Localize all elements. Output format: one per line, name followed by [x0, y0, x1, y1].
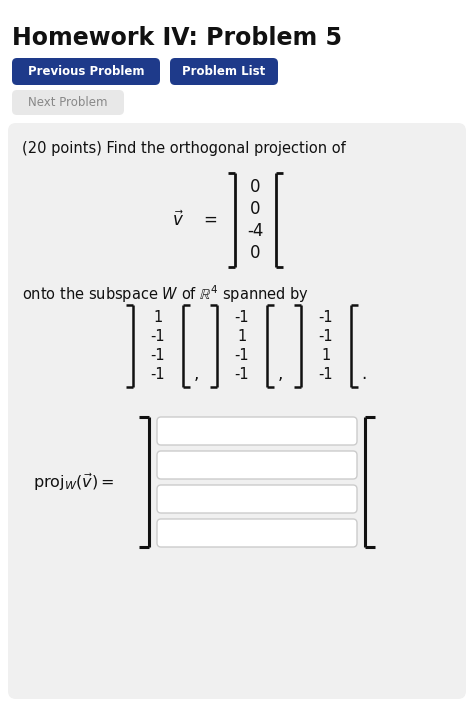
Text: Homework IV: Problem 5: Homework IV: Problem 5 [12, 26, 342, 50]
Text: -1: -1 [319, 367, 333, 382]
Text: 1: 1 [321, 348, 331, 363]
FancyBboxPatch shape [8, 123, 466, 699]
Text: 1: 1 [237, 329, 246, 344]
Text: 0: 0 [250, 178, 261, 196]
Text: -1: -1 [319, 329, 333, 344]
FancyBboxPatch shape [157, 417, 357, 445]
FancyBboxPatch shape [157, 451, 357, 479]
Text: onto the subspace $W$ of $\mathbb{R}^4$ spanned by: onto the subspace $W$ of $\mathbb{R}^4$ … [22, 283, 309, 305]
Text: -1: -1 [235, 348, 249, 363]
Text: ,: , [194, 365, 200, 383]
Text: .: . [361, 365, 366, 383]
FancyBboxPatch shape [157, 485, 357, 513]
Text: =: = [203, 211, 217, 229]
FancyBboxPatch shape [170, 58, 278, 85]
Text: -1: -1 [151, 329, 165, 344]
Text: 0: 0 [250, 244, 261, 262]
Text: (20 points) Find the orthogonal projection of: (20 points) Find the orthogonal projecti… [22, 141, 346, 156]
Text: ,: , [278, 365, 283, 383]
Text: -4: -4 [247, 222, 264, 240]
Text: 0: 0 [250, 200, 261, 218]
Text: -1: -1 [151, 348, 165, 363]
Text: Next Problem: Next Problem [28, 96, 108, 109]
Text: Previous Problem: Previous Problem [28, 65, 144, 78]
FancyBboxPatch shape [12, 90, 124, 115]
FancyBboxPatch shape [157, 519, 357, 547]
Text: -1: -1 [235, 367, 249, 382]
Text: $\mathrm{proj}_W(\vec{v}) =$: $\mathrm{proj}_W(\vec{v}) =$ [33, 472, 114, 493]
Text: -1: -1 [235, 310, 249, 325]
Text: 1: 1 [154, 310, 163, 325]
Text: Problem List: Problem List [182, 65, 265, 78]
Text: -1: -1 [319, 310, 333, 325]
Text: $\vec{v}$: $\vec{v}$ [172, 210, 184, 230]
Text: -1: -1 [151, 367, 165, 382]
FancyBboxPatch shape [12, 58, 160, 85]
